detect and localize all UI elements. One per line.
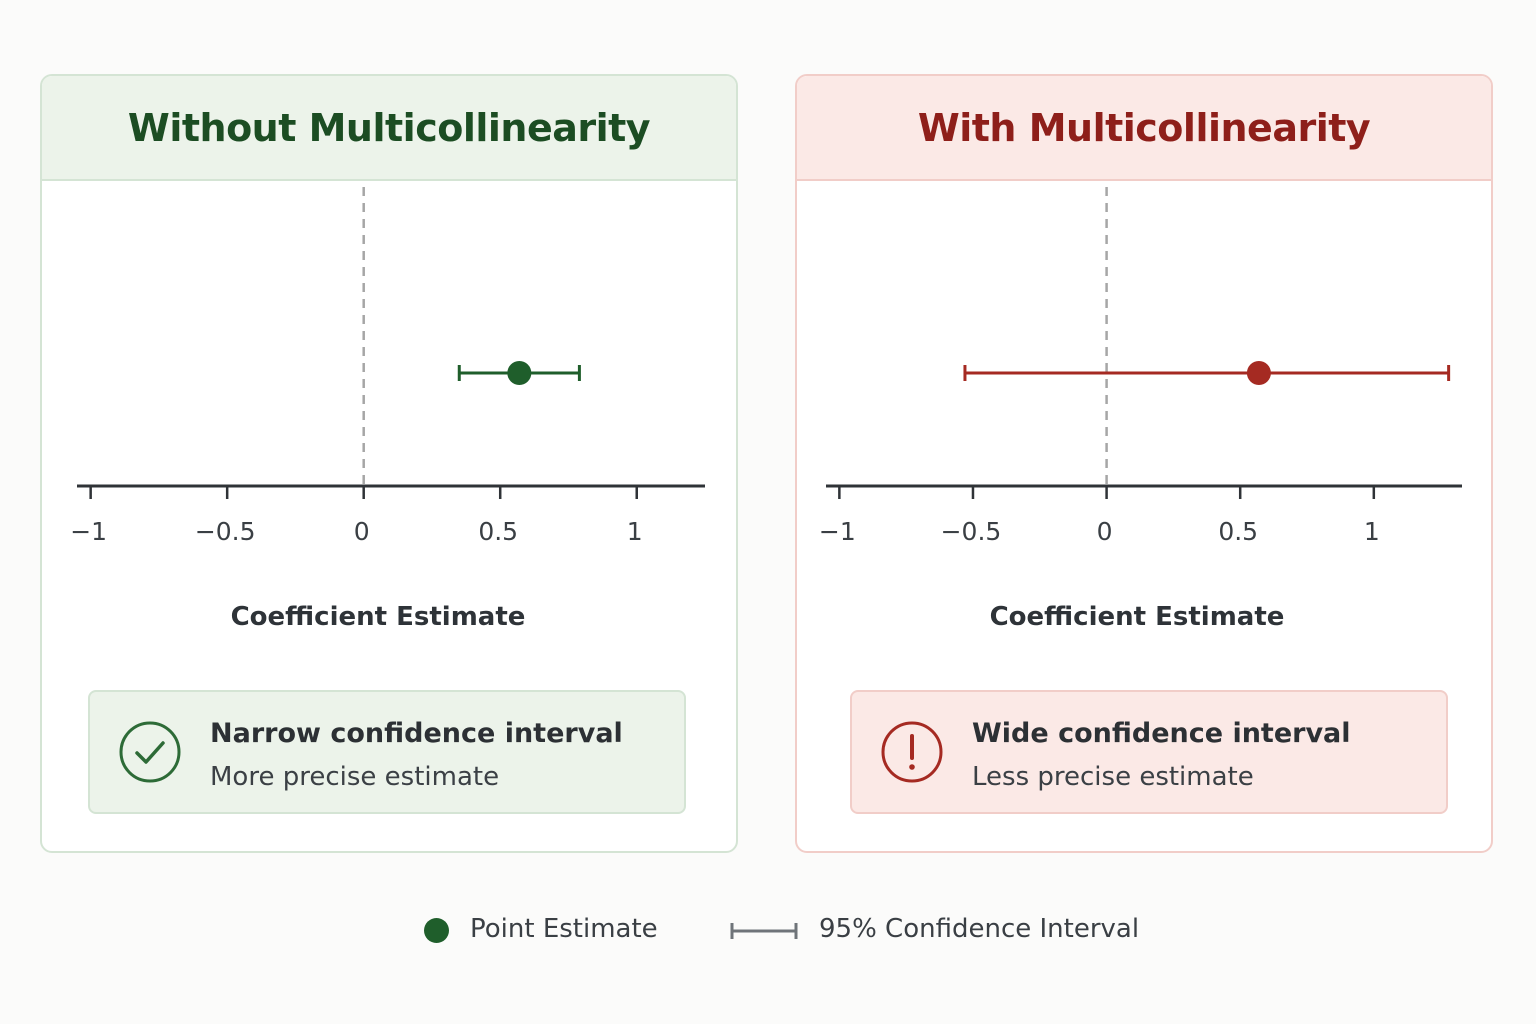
point-estimate-marker [1246, 361, 1271, 385]
coefficient-chart: −1 −0.5 0 0.5 1 [819, 187, 1462, 546]
legend-point-marker [424, 918, 449, 943]
panel-title: Without Multicollinearity [42, 76, 736, 181]
note-title: Wide confidence interval [972, 718, 1351, 749]
x-tick-label: 0.5 [1218, 517, 1258, 546]
point-estimate-marker [507, 361, 532, 385]
interpretation-note: Narrow confidence interval More precise … [88, 690, 686, 814]
exclamation-circle-icon [881, 721, 943, 783]
coefficient-chart: −1 −0.5 0 0.5 1 [70, 187, 705, 546]
interpretation-note: Wide confidence interval Less precise es… [850, 690, 1448, 814]
panel-title: With Multicollinearity [797, 76, 1491, 181]
note-title: Narrow confidence interval [210, 718, 623, 749]
x-tick-label: 0 [1097, 517, 1113, 546]
x-axis-title: Coefficient Estimate [230, 602, 526, 632]
x-axis-title: Coefficient Estimate [989, 602, 1285, 632]
note-subtitle: More precise estimate [210, 762, 500, 792]
legend-ci-label: 95% Confidence Interval [819, 914, 1140, 944]
panel-without-multicollinearity: Without Multicollinearity −1 −0.5 0 0.5 1 Co… [40, 74, 738, 853]
x-tick-label: 0 [354, 517, 370, 546]
check-circle-icon [119, 721, 181, 783]
x-tick-label: −0.5 [941, 517, 1002, 546]
x-tick-label: −1 [819, 517, 856, 546]
x-tick-label: −0.5 [195, 517, 256, 546]
note-subtitle: Less precise estimate [972, 762, 1254, 792]
x-tick-label: 1 [627, 517, 643, 546]
x-tick-label: −1 [70, 517, 107, 546]
legend-point-label: Point Estimate [470, 914, 658, 944]
x-tick-label: 0.5 [478, 517, 518, 546]
legend-ci-marker [730, 923, 798, 939]
x-tick-label: 1 [1364, 517, 1380, 546]
panel-with-multicollinearity: With Multicollinearity −1 −0.5 0 0.5 1 Coeff… [795, 74, 1493, 853]
